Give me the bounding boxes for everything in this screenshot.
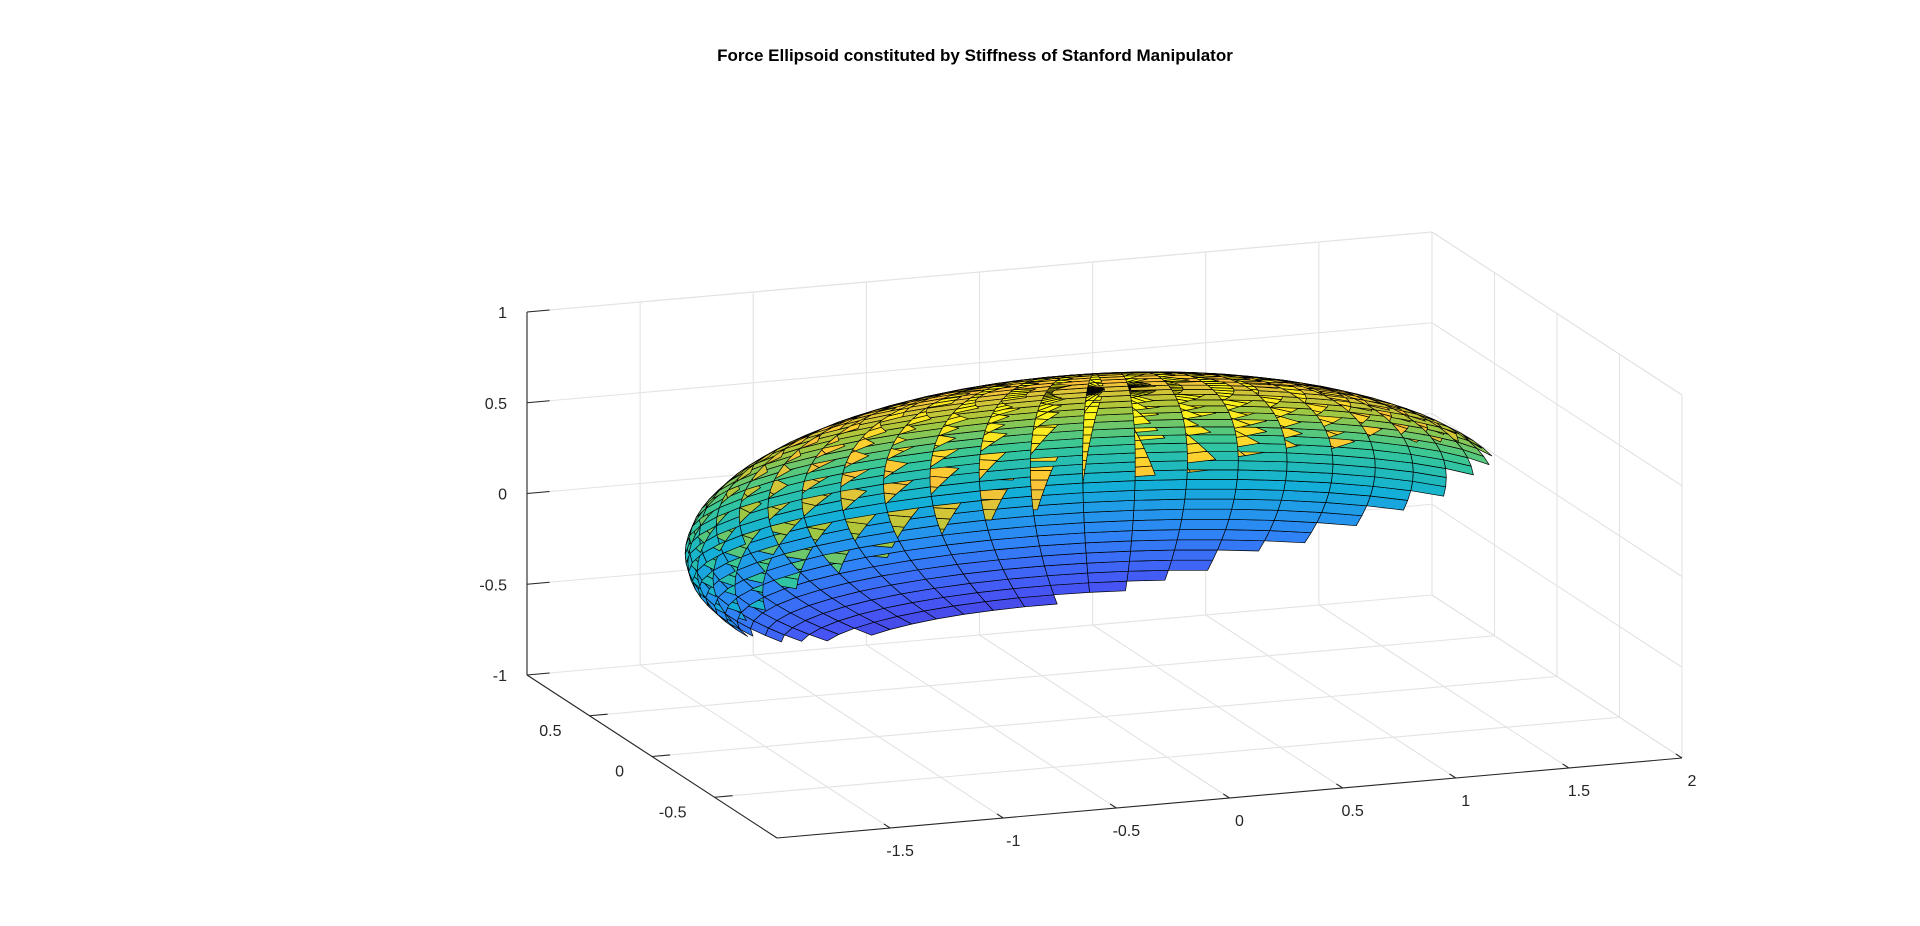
z-tick-label: -1 <box>493 668 507 685</box>
surface-patch <box>1131 529 1180 542</box>
x-tick-mark <box>1675 753 1683 759</box>
x-tick-label: 0.5 <box>1342 803 1364 820</box>
ellipsoid-surface <box>684 371 1493 643</box>
x-tick-label: 1 <box>1461 793 1470 810</box>
surface-patch <box>1183 498 1235 510</box>
surface-patch <box>1126 569 1169 582</box>
z-tick-label: 1 <box>498 305 507 322</box>
x-tick-mark <box>1336 783 1343 789</box>
grid-line <box>589 635 1495 717</box>
surface-patch <box>1217 539 1265 552</box>
surface-patch <box>1130 539 1178 552</box>
x-tick-mark <box>1222 793 1230 799</box>
x-tick-label: 1.5 <box>1568 783 1590 800</box>
surface-patch <box>1133 488 1187 501</box>
y-tick-mark <box>651 754 671 758</box>
x-tick-mark <box>1109 803 1117 809</box>
surface-patch <box>1133 498 1186 511</box>
surface-patch <box>1235 479 1286 491</box>
surface-patch <box>1233 488 1285 501</box>
x-tick-label: 2 <box>1688 773 1697 790</box>
z-tick-mark <box>526 309 550 313</box>
z-tick-label: 0 <box>498 487 507 504</box>
z-tick-mark <box>526 672 550 676</box>
surface-patch <box>1225 518 1275 531</box>
surface-patch <box>1168 559 1214 571</box>
tick-labels: -1.5 -1 -0.5 0 0.5 1 1.5 2 -0.5 0 0.5 -1 -0.5 0 0.5 1 <box>479 305 1696 860</box>
y-tick-label: 0 <box>615 764 624 781</box>
z-tick-label: 0.5 <box>485 396 507 413</box>
x-tick-mark <box>1449 773 1457 779</box>
z-tick-mark <box>526 490 550 495</box>
x-tick-label: -1.5 <box>886 843 914 860</box>
surface-patch <box>1237 460 1288 472</box>
surface-patch <box>1127 559 1172 572</box>
y-tick-label: 0.5 <box>539 723 561 740</box>
grid-line <box>1431 231 1683 396</box>
grid-line <box>526 231 1433 313</box>
axes-lines <box>526 309 1683 839</box>
surface-patch <box>1171 549 1218 561</box>
surface-patch <box>1221 529 1271 542</box>
grid-line <box>526 322 1433 404</box>
x-tick-mark <box>1562 763 1570 769</box>
surface-patch <box>1179 518 1230 530</box>
z-tick-mark <box>526 400 550 404</box>
surface-patch <box>1129 549 1175 562</box>
x-tick-label: -1 <box>1006 833 1020 850</box>
surface-patch <box>717 472 739 491</box>
y-tick-mark <box>589 713 608 717</box>
surface-patch <box>1236 469 1288 481</box>
grid-line <box>651 675 1558 758</box>
z-tick-mark <box>526 581 550 585</box>
surface-patch <box>1134 479 1188 491</box>
surface-patch <box>1132 508 1184 521</box>
x-tick-label: 0 <box>1235 813 1244 830</box>
x-tick-mark <box>996 813 1004 819</box>
y-tick-mark <box>714 795 733 798</box>
surface-patch <box>1184 488 1237 500</box>
grid-line <box>714 716 1620 798</box>
chart-title: Force Ellipsoid constituted by Stiffness… <box>717 46 1233 65</box>
surface-patch <box>1131 518 1182 531</box>
surface-patch <box>1176 529 1226 541</box>
surface-patch <box>1231 498 1282 511</box>
surface-patch <box>1174 539 1223 551</box>
surface-patch <box>1181 508 1233 520</box>
x-tick-label: -0.5 <box>1113 823 1141 840</box>
z-tick-label: -0.5 <box>479 577 507 594</box>
y-tick-label: -0.5 <box>659 804 687 821</box>
surface-patch <box>1185 479 1238 490</box>
surface-patch <box>1228 508 1279 521</box>
grid-line <box>1431 503 1683 668</box>
grid-line <box>1431 322 1683 487</box>
x-tick-mark <box>883 823 891 829</box>
